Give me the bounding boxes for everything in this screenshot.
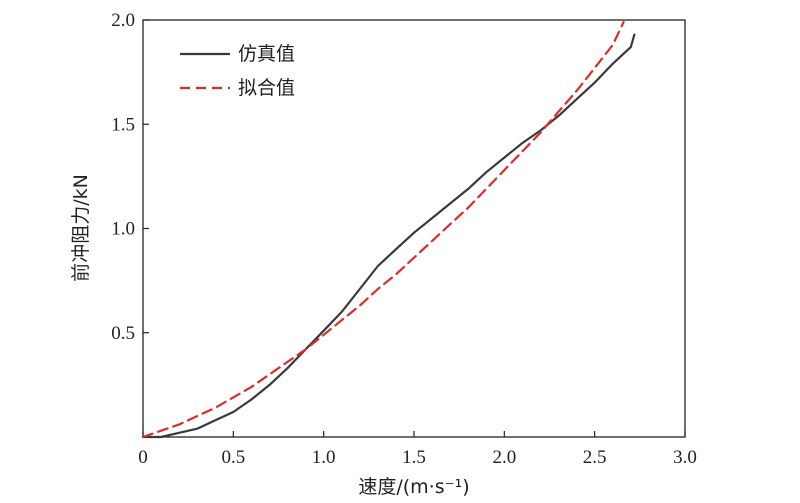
plot-frame <box>142 19 686 438</box>
x-tick-label: 2.0 <box>492 447 516 468</box>
y-tick-label: 1.5 <box>111 114 135 135</box>
legend-label-fitted: 拟合值 <box>238 77 295 99</box>
series-line-simulated <box>141 33 636 439</box>
x-axis-title: 速度/(m·s⁻¹) <box>358 476 469 498</box>
y-axis-title: 前冲阻力/kN <box>70 174 92 282</box>
y-tick-label: 0.5 <box>111 323 135 344</box>
y-tick-label: 2.0 <box>111 10 135 31</box>
x-tick-label: 1.0 <box>312 447 336 468</box>
x-tick-label: 2.5 <box>583 447 607 468</box>
legend-label-simulated: 仿真值 <box>238 43 295 65</box>
y-tick-label: 1.0 <box>111 219 135 240</box>
tick-labels: 0 0.5 1.0 1.5 2.0 2.5 3.0 0.5 1.0 1.5 2.0 <box>111 10 697 468</box>
x-tick-label: 1.5 <box>402 447 426 468</box>
x-tick-label: 0.5 <box>221 447 245 468</box>
x-tick-label: 0 <box>138 447 148 468</box>
series-lines <box>141 21 636 439</box>
axis-ticks <box>142 19 686 437</box>
series-line-fitted <box>141 21 625 439</box>
x-tick-label: 3.0 <box>673 447 697 468</box>
legend: 仿真值 拟合值 <box>180 43 295 99</box>
